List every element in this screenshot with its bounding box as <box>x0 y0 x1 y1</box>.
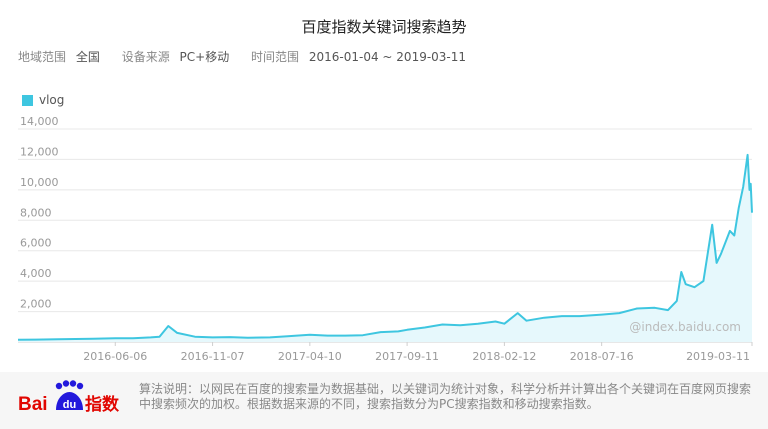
svg-text:du: du <box>63 399 76 411</box>
time-value: 2016-01-04 ~ 2019-03-11 <box>308 50 467 64</box>
region-value: 全国 <box>75 50 100 64</box>
source-value: PC+移动 <box>179 50 230 64</box>
chart-title: 百度指数关键词搜索趋势 <box>301 18 467 36</box>
x-tick-label: 2017-09-11 <box>375 350 439 363</box>
source-label: 设备来源 <box>121 50 170 64</box>
region-label: 地域范围 <box>18 50 67 64</box>
legend-label: vlog <box>39 93 65 107</box>
y-tick-label: 8,000 <box>20 206 52 219</box>
legend-swatch <box>22 94 33 106</box>
baidu-index-logo: Bai du 指数 <box>18 380 120 415</box>
x-tick-label: 2019-03-11 <box>686 350 750 363</box>
svg-text:Bai: Bai <box>18 394 48 415</box>
series-area-vlog <box>18 154 752 342</box>
time-label: 时间范围 <box>251 50 300 64</box>
x-tick-label: 2018-07-16 <box>570 350 634 363</box>
trend-chart: 2,000 4,000 6,000 8,000 10,000 12,000 14,000 20… <box>17 115 753 363</box>
y-tick-label: 4,000 <box>20 267 52 280</box>
x-tick-label: 2018-02-12 <box>472 350 536 363</box>
x-tick-label: 2016-11-07 <box>181 350 245 363</box>
y-tick-label: 12,000 <box>20 145 59 158</box>
x-tick-label: 2017-04-10 <box>278 350 342 363</box>
y-tick-label: 14,000 <box>20 115 59 128</box>
y-tick-label: 2,000 <box>20 298 52 311</box>
y-tick-label: 6,000 <box>20 237 52 250</box>
chart-legend[interactable]: vlog <box>22 93 64 107</box>
svg-text:指数: 指数 <box>85 394 120 415</box>
algorithm-note: 算法说明：以网民在百度的搜索量为数据基础，以关键词为统计对象，科学分析并计算出各… <box>139 382 752 411</box>
y-tick-label: 10,000 <box>20 176 59 189</box>
chart-meta: 地域范围 全国 设备来源 PC+移动 时间范围 2016-01-04 ~ 201… <box>18 48 484 65</box>
watermark: @index.baidu.com <box>629 320 741 334</box>
series-line-vlog <box>17 153 753 341</box>
x-tick-label: 2016-06-06 <box>83 350 147 363</box>
footer: Bai du 指数 算法说明：以网民在百度的搜索量为数据基础，以关键词为统计对象… <box>0 372 768 429</box>
